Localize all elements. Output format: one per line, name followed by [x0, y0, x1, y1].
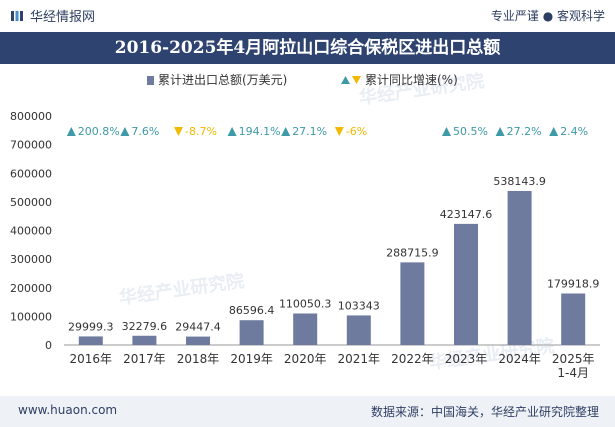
growth-rate-label: 194.1%	[239, 125, 281, 138]
x-tick-label: 2017年	[123, 352, 166, 366]
huajing-logo-icon	[11, 10, 23, 21]
growth-rate-label: 2.4%	[560, 125, 588, 138]
x-tick-label: 2024年	[498, 352, 541, 366]
x-tick-label: 2021年	[338, 352, 381, 366]
growth-up-triangle	[120, 127, 130, 136]
bar-value-label: 29999.3	[68, 320, 114, 333]
bar[interactable]	[561, 293, 586, 345]
x-tick-sublabel: 1-4月	[557, 366, 589, 380]
x-tick-label: 2018年	[177, 352, 220, 366]
growth-down-triangle	[334, 127, 344, 136]
y-tick-label: 100000	[10, 310, 52, 323]
footer: www.huaon.com 数据来源：中国海关，华经产业研究院整理	[0, 396, 615, 427]
growth-rate-label: 27.2%	[507, 125, 542, 138]
chart-title: 2016-2025年4月阿拉山口综合保税区进出口总额	[0, 32, 615, 64]
legend-bar-label: 累计进出口总额(万美元)	[158, 73, 287, 87]
brand[interactable]: 华经情报网	[10, 6, 95, 25]
growth-rate-label: -6%	[346, 125, 367, 138]
y-tick-label: 700000	[10, 139, 52, 152]
legend-bar-swatch	[147, 76, 154, 85]
bar-value-label: 110050.3	[279, 297, 332, 310]
x-tick-label: 2016年	[70, 352, 113, 366]
bar[interactable]	[346, 315, 371, 345]
bar[interactable]	[132, 335, 157, 345]
y-tick-label: 300000	[10, 253, 52, 266]
growth-down-triangle	[174, 127, 183, 136]
legend-down-triangle	[352, 76, 361, 84]
bar[interactable]	[400, 262, 425, 345]
top-bar: 华经情报网 专业严谨 ● 客观科学	[0, 0, 615, 32]
y-tick-label: 800000	[10, 110, 52, 123]
growth-rate-label: 7.6%	[131, 125, 159, 138]
legend-growth-label: 累计同比增速(%)	[365, 73, 458, 87]
y-tick-label: 500000	[10, 196, 52, 209]
bar[interactable]	[454, 223, 478, 345]
bar[interactable]	[507, 190, 532, 345]
bar-value-label: 288715.9	[386, 246, 439, 259]
growth-up-triangle	[66, 127, 76, 136]
x-tick-label: 2025年	[552, 352, 595, 366]
growth-up-triangle	[442, 127, 451, 136]
growth-up-triangle	[549, 127, 559, 136]
bar[interactable]	[239, 320, 264, 345]
tagline: 专业严谨 ● 客观科学	[490, 9, 605, 23]
bar-value-label: 179918.9	[547, 277, 600, 290]
x-tick-label: 2020年	[284, 352, 327, 366]
growth-rate-label: 200.8%	[78, 125, 120, 138]
y-tick-label: 600000	[10, 167, 52, 180]
y-tick-label: 0	[45, 339, 52, 352]
growth-up-triangle	[227, 127, 237, 136]
watermark-text: 华经产业研究院	[118, 270, 246, 309]
legend-up-triangle	[341, 76, 350, 84]
bar-value-label: 423147.6	[440, 208, 493, 221]
y-tick-label: 200000	[10, 282, 52, 295]
bar[interactable]	[78, 336, 103, 345]
growth-rate-label: -8.7%	[185, 125, 217, 138]
data-source: 数据来源：中国海关，华经产业研究院整理	[370, 405, 599, 419]
x-tick-label: 2019年	[230, 352, 273, 366]
website-link[interactable]: www.huaon.com	[18, 403, 118, 417]
x-tick-label: 2022年	[391, 352, 434, 366]
bar-value-label: 32279.6	[122, 320, 168, 333]
growth-up-triangle	[281, 127, 291, 136]
bar[interactable]	[186, 336, 210, 345]
growth-rate-label: 27.1%	[292, 125, 327, 138]
bar-value-label: 29447.4	[175, 321, 221, 334]
bar[interactable]	[293, 313, 318, 345]
bar-value-label: 103343	[338, 299, 380, 312]
growth-rate-label: 50.5%	[453, 125, 488, 138]
bar-value-label: 538143.9	[493, 175, 546, 188]
x-tick-label: 2023年	[445, 352, 488, 366]
brand-name: 华经情报网	[30, 10, 96, 25]
bar-value-label: 86596.4	[229, 304, 275, 317]
y-tick-label: 400000	[10, 225, 52, 238]
growth-up-triangle	[495, 127, 505, 136]
